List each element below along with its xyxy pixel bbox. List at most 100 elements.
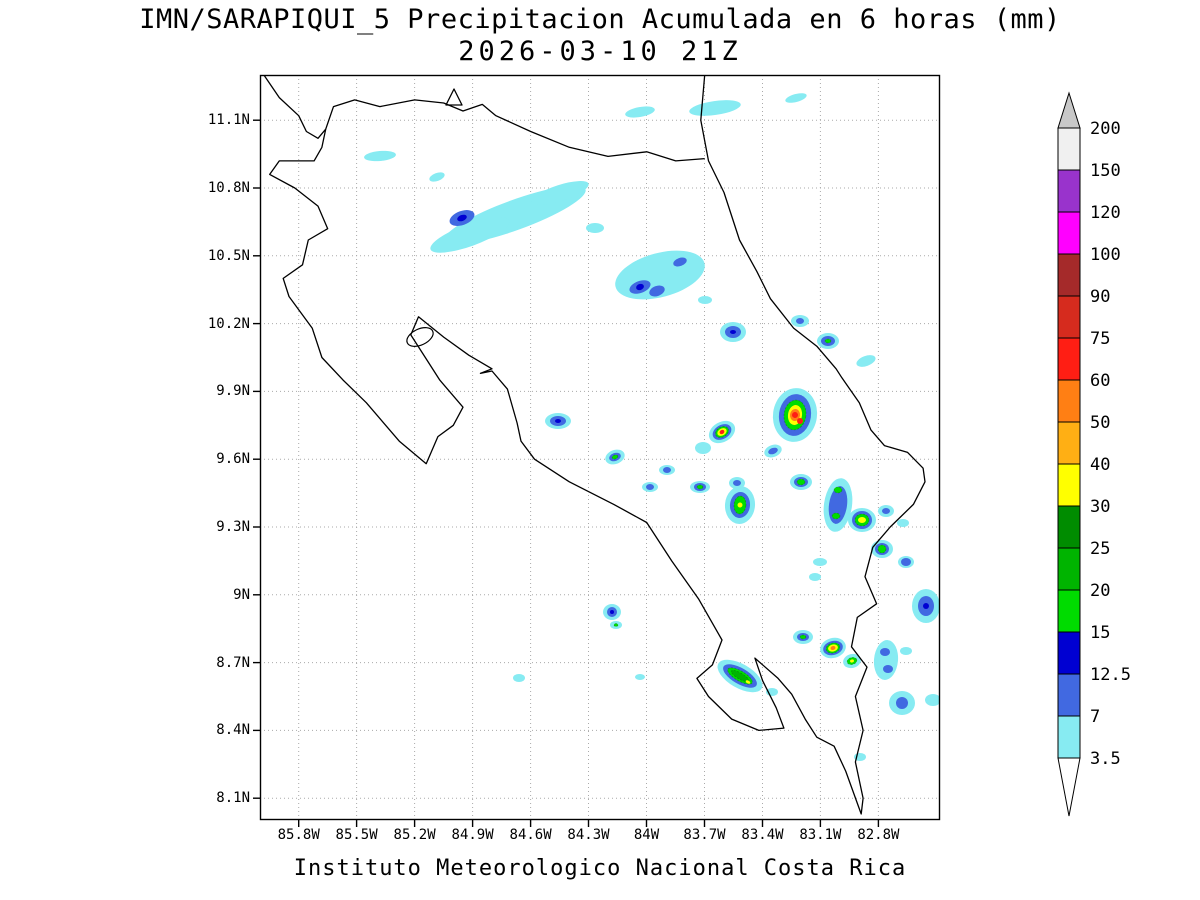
precip-cell <box>586 223 604 233</box>
colorbar-label: 12.5 <box>1090 665 1131 685</box>
lat-tick-label: 11.1N <box>207 112 250 129</box>
colorbar-label: 60 <box>1090 371 1110 391</box>
colorbar-label: 120 <box>1090 203 1121 223</box>
colorbar-label: 7 <box>1090 707 1100 727</box>
precip-cell <box>813 558 827 566</box>
lat-tick-label: 10.2N <box>207 315 250 332</box>
precip-cell <box>897 519 909 527</box>
precip-cell <box>689 100 741 116</box>
colorbar-label: 15 <box>1090 623 1110 643</box>
map-title: IMN/SARAPIQUI_5 Precipitacion Acumulada … <box>139 4 1061 35</box>
colorbar-bottom-arrow <box>1057 757 1081 817</box>
precip-cell <box>545 413 571 429</box>
lat-tick-label: 8.1N <box>216 790 250 807</box>
colorbar-segment <box>1057 673 1081 717</box>
precip-cell <box>364 150 396 162</box>
precip-cell <box>531 181 589 205</box>
colorbar-label: 200 <box>1090 119 1121 139</box>
lon-tick-label: 83.7W <box>683 827 726 843</box>
precip-cell <box>898 556 914 568</box>
colorbar-label: 90 <box>1090 287 1110 307</box>
lon-tick-label: 85.2W <box>393 827 436 843</box>
lat-tick-label: 9.9N <box>216 383 250 400</box>
lon-tick-label: 84.9W <box>451 827 494 843</box>
precip-cell <box>873 640 899 680</box>
precip-cell <box>880 648 890 656</box>
precip-cell <box>900 647 912 655</box>
lat-tick-label: 8.7N <box>216 654 250 671</box>
precip-cell <box>690 481 710 493</box>
colorbar-segment <box>1057 421 1081 465</box>
precip-cell <box>797 418 803 424</box>
map-frame <box>259 74 941 821</box>
coastline <box>269 75 926 815</box>
precip-cell <box>912 589 940 623</box>
colorbar-segment <box>1057 211 1081 255</box>
precip-cell <box>772 388 818 442</box>
lat-tick-label: 9.3N <box>216 519 250 535</box>
lat-tick-label: 10.5N <box>207 247 250 264</box>
precip-cell <box>659 465 675 475</box>
precip-cell <box>764 444 782 458</box>
colorbar-label: 100 <box>1090 245 1121 265</box>
colorbar-top-arrow <box>1057 91 1081 129</box>
precip-cell <box>717 659 763 693</box>
lon-tick-label: 84.3W <box>567 827 610 843</box>
precip-cell <box>817 333 839 349</box>
colorbar-segment <box>1057 547 1081 591</box>
colorbar-label: 50 <box>1090 413 1110 433</box>
colorbar-segment <box>1057 589 1081 633</box>
lon-tick-label: 83.1W <box>799 827 842 843</box>
colorbar-segment <box>1057 379 1081 423</box>
precip-cell <box>625 106 655 118</box>
precip-cell <box>745 680 751 684</box>
precip-cell <box>791 315 809 327</box>
colorbar-segment <box>1057 253 1081 297</box>
precip-cell <box>615 250 705 300</box>
precip-cell <box>449 210 475 226</box>
footer-caption: Instituto Meteorologico Nacional Costa R… <box>293 856 907 881</box>
coastline <box>263 75 705 162</box>
lat-tick-label: 10.8N <box>207 180 250 196</box>
colorbar-segment <box>1057 715 1081 759</box>
colorbar-segment <box>1057 169 1081 213</box>
colorbar-label: 3.5 <box>1090 749 1121 769</box>
lon-tick-label: 82.8W <box>857 827 900 843</box>
precip-cell <box>649 285 665 297</box>
precip-cell <box>883 665 893 673</box>
lat-tick-label: 9.6N <box>216 451 250 468</box>
precip-cell <box>603 604 621 620</box>
precip-cell <box>635 674 645 680</box>
colorbar-segment <box>1057 127 1081 171</box>
precip-cell <box>889 691 915 715</box>
precip-cell <box>430 217 510 253</box>
lat-tick-label: 8.4N <box>216 722 250 739</box>
precip-cell <box>833 486 843 494</box>
lon-tick-label: 84W <box>633 827 660 843</box>
precip-cell <box>673 257 687 267</box>
precip-cell <box>878 505 894 517</box>
precip-cell <box>809 573 821 581</box>
precip-cell <box>843 653 861 669</box>
precip-cell <box>708 420 736 444</box>
precip-cell <box>429 172 445 182</box>
colorbar-segment <box>1057 337 1081 381</box>
precip-cell <box>724 486 756 524</box>
colorbar-label: 20 <box>1090 581 1110 601</box>
precip-cell <box>848 508 876 532</box>
precip-cell <box>629 280 651 294</box>
lat-tick-label: 9N <box>233 586 250 603</box>
precip-cell <box>695 442 711 454</box>
colorbar: 200 150 120 100 90 75 60 50 40 30 25 20 15 12.5 7 3.5 <box>1057 91 1131 817</box>
precip-cell <box>642 482 658 492</box>
precip-map <box>253 74 941 827</box>
precip-cell <box>785 93 807 103</box>
precip-cell <box>856 355 876 367</box>
lon-tick-label: 84.6W <box>509 827 552 843</box>
lon-tick-label: 83.4W <box>741 827 784 843</box>
colorbar-segment <box>1057 505 1081 549</box>
precip-cell <box>790 474 812 490</box>
island-outline <box>406 327 434 347</box>
colorbar-label: 150 <box>1090 161 1121 181</box>
colorbar-label: 25 <box>1090 539 1110 559</box>
